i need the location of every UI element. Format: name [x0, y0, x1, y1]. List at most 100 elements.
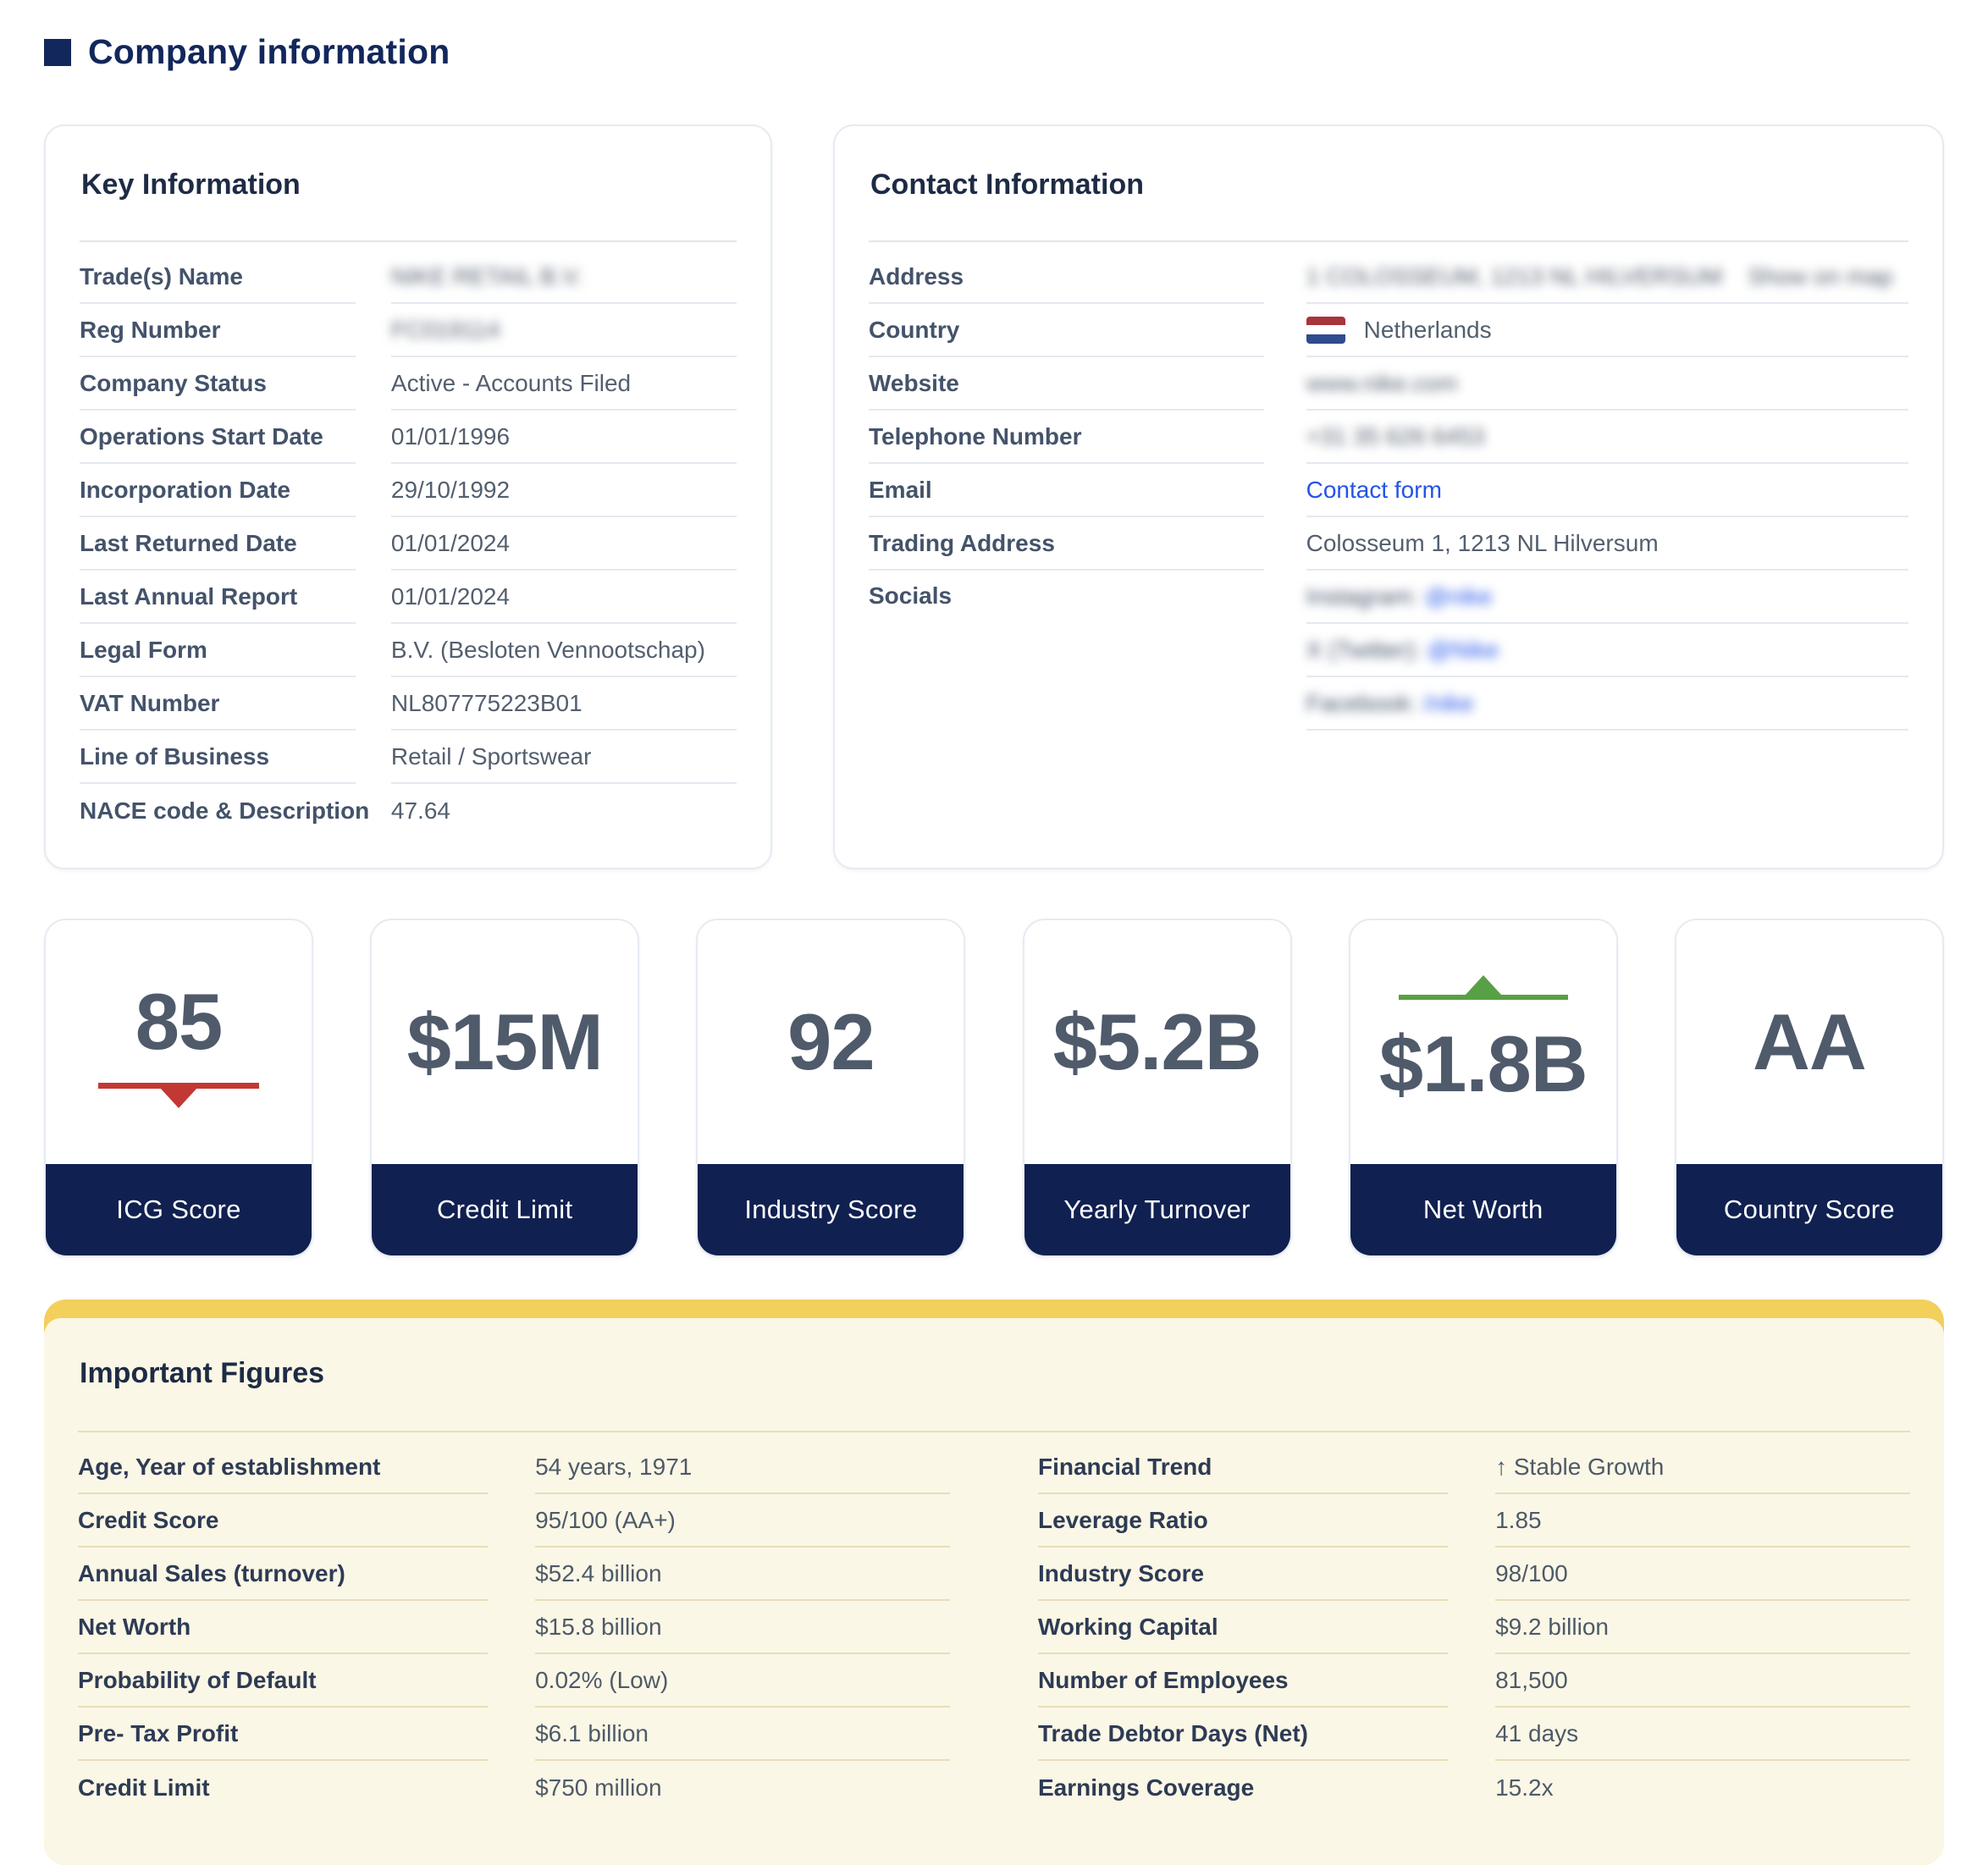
table-row: Probability of Default 0.02% (Low)	[78, 1654, 950, 1708]
contact-info-label: Socials	[869, 582, 953, 609]
key-info-value-text: 01/01/2024	[390, 582, 511, 610]
contact-info-value-text: www.nike.com	[1306, 369, 1458, 396]
page-title: Company information	[88, 32, 450, 71]
figure-label: Pre- Tax Profit	[78, 1708, 489, 1761]
contact-info-label: Country	[869, 304, 1264, 357]
table-row: Last Returned Date 01/01/2024	[80, 517, 737, 571]
contact-info-value: Netherlands	[1306, 304, 1908, 357]
key-info-label: Operations Start Date	[80, 411, 356, 464]
key-info-value: Retail / Sportswear	[390, 731, 737, 784]
score-card: $1.8B Net Worth	[1348, 919, 1618, 1257]
key-info-label: Incorporation Date	[80, 464, 356, 517]
key-info-value: NL807775223B01	[390, 677, 737, 731]
score-card-label: Industry Score	[698, 1164, 964, 1255]
trend-down-bar	[98, 1083, 259, 1089]
contact-info-label: Telephone Number	[869, 411, 1264, 464]
score-card-body: $15M	[372, 920, 638, 1164]
key-info-value-text: NL807775223B01	[390, 689, 583, 716]
social-platform-label: Instagram:	[1306, 582, 1425, 610]
show-on-map-link[interactable]: Show on map	[1748, 262, 1893, 290]
score-card-label: Net Worth	[1350, 1164, 1616, 1255]
contact-info-label: Trading Address	[869, 517, 1264, 571]
figure-value: 98/100	[1495, 1548, 1910, 1601]
score-card-label: Yearly Turnover	[1024, 1164, 1290, 1255]
score-value: AA	[1753, 997, 1867, 1086]
contact-information-title: Contact Information	[869, 163, 1908, 242]
key-info-label: Trade(s) Name	[80, 251, 356, 304]
figure-label: Probability of Default	[78, 1654, 489, 1708]
important-figures-title: Important Figures	[78, 1357, 1910, 1432]
key-info-label: Company Status	[80, 357, 356, 411]
table-row: Number of Employees 81,500	[1038, 1654, 1910, 1708]
figure-value: $15.8 billion	[535, 1601, 950, 1654]
score-card-label: ICG Score	[46, 1164, 312, 1255]
social-handle-link[interactable]: @Nike	[1427, 636, 1499, 663]
key-info-value-text: 29/10/1992	[390, 476, 511, 503]
table-row: Legal Form B.V. (Besloten Vennootschap)	[80, 624, 737, 677]
figure-label: Net Worth	[78, 1601, 489, 1654]
table-row: Socials Instagram: @nike X (Twitter): @Nik…	[869, 571, 1908, 731]
score-value: $1.8B	[1378, 1018, 1588, 1108]
important-figures-panel: Important Figures Age, Year of establish…	[44, 1318, 1944, 1865]
figure-value: ↑ Stable Growth	[1495, 1441, 1910, 1494]
contact-form-link[interactable]: Contact form	[1306, 476, 1442, 503]
contact-information-card: Contact Information Address 1 COLOSSEUM, …	[833, 124, 1944, 869]
contact-info-label: Website	[869, 357, 1264, 411]
figure-value: $52.4 billion	[535, 1548, 950, 1601]
score-value: 92	[787, 997, 875, 1086]
key-info-value: Active - Accounts Filed	[390, 357, 737, 411]
important-figures-grid: Age, Year of establishment 54 years, 1971…	[78, 1441, 1910, 1814]
table-row: Incorporation Date 29/10/1992	[80, 464, 737, 517]
flag-band	[1306, 325, 1345, 334]
table-row: Leverage Ratio 1.85	[1038, 1494, 1910, 1548]
score-card-body: $1.8B	[1350, 920, 1616, 1164]
score-card-body: 85	[46, 920, 312, 1164]
contact-information-rows: Address 1 COLOSSEUM, 1213 NL HILVERSUM Sho…	[869, 251, 1908, 731]
key-info-label: VAT Number	[80, 677, 356, 731]
contact-info-value: +31 35 626 6453	[1306, 411, 1908, 464]
table-row: Reg Number FC019114	[80, 304, 737, 357]
key-info-label: Last Returned Date	[80, 517, 356, 571]
social-handle-link[interactable]: /nike	[1423, 689, 1474, 716]
figure-label: Trade Debtor Days (Net)	[1038, 1708, 1449, 1761]
table-row: Financial Trend ↑ Stable Growth	[1038, 1441, 1910, 1494]
figure-label: Annual Sales (turnover)	[78, 1548, 489, 1601]
figure-label: Age, Year of establishment	[78, 1441, 489, 1494]
key-information-rows: Trade(s) Name NIKE RETAIL B.V. Reg Number F…	[80, 251, 737, 837]
figure-value: 15.2x	[1495, 1774, 1554, 1801]
key-information-card: Key Information Trade(s) Name NIKE RETAIL…	[44, 124, 772, 869]
figure-value: 41 days	[1495, 1708, 1910, 1761]
figure-value: 81,500	[1495, 1654, 1910, 1708]
key-info-value: 01/01/2024	[390, 517, 737, 571]
figure-value: 0.02% (Low)	[535, 1654, 950, 1708]
table-row: Net Worth $15.8 billion	[78, 1601, 950, 1654]
figure-label: Financial Trend	[1038, 1441, 1449, 1494]
trend-down-icon	[98, 1083, 259, 1108]
score-card-body: $5.2B	[1024, 920, 1290, 1164]
figure-label: Number of Employees	[1038, 1654, 1449, 1708]
social-handle-link[interactable]: @nike	[1424, 582, 1493, 610]
table-row: VAT Number NL807775223B01	[80, 677, 737, 731]
score-card-label: Credit Limit	[372, 1164, 638, 1255]
country-name: Netherlands	[1363, 316, 1492, 343]
table-row: Operations Start Date 01/01/1996	[80, 411, 737, 464]
table-row: Working Capital $9.2 billion	[1038, 1601, 1910, 1654]
contact-info-value: Contact form	[1306, 464, 1908, 517]
figure-label: Leverage Ratio	[1038, 1494, 1449, 1548]
key-info-value-text: Active - Accounts Filed	[390, 369, 632, 396]
contact-info-value-text: +31 35 626 6453	[1306, 422, 1485, 450]
important-figures-right-column: Financial Trend ↑ Stable Growth Leverage R…	[1038, 1441, 1910, 1814]
table-row: Last Annual Report 01/01/2024	[80, 571, 737, 624]
score-card: AA Country Score	[1674, 919, 1944, 1257]
key-info-label: Reg Number	[80, 304, 356, 357]
figure-label: Earnings Coverage	[1038, 1774, 1255, 1801]
key-info-value-text: FC019114	[390, 316, 500, 343]
key-info-value: 01/01/1996	[390, 411, 737, 464]
contact-info-value: Colosseum 1, 1213 NL Hilversum	[1306, 517, 1908, 571]
contact-info-value: www.nike.com	[1306, 357, 1908, 411]
score-value: 85	[135, 977, 224, 1066]
key-info-label: NACE code & Description	[80, 797, 370, 824]
table-row: Earnings Coverage 15.2x	[1038, 1761, 1910, 1814]
figure-label: Credit Limit	[78, 1774, 210, 1801]
